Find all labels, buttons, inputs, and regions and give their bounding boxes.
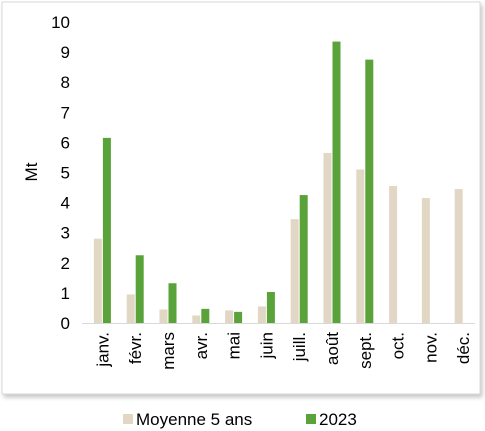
x-tick-label: sept.	[356, 332, 375, 369]
bar-series-2023-3	[201, 308, 210, 323]
x-tick-label: août	[323, 332, 342, 365]
x-tick-label: avr.	[192, 332, 211, 359]
bar-series-2023-2	[168, 283, 177, 323]
y-tick-label: 7	[61, 103, 70, 122]
y-tick-label: 3	[61, 224, 70, 243]
bar-moyenne-5-ans-7	[323, 152, 332, 323]
bar-series-2023-8	[365, 59, 374, 323]
bar-series-2023-6	[299, 195, 308, 323]
y-axis-title: Mt	[22, 162, 41, 181]
legend-swatch	[123, 414, 133, 424]
x-tick-label: juin	[257, 332, 276, 359]
bar-moyenne-5-ans-2	[159, 309, 168, 323]
bar-moyenne-5-ans-6	[290, 219, 299, 323]
y-tick-label: 1	[61, 284, 70, 303]
bar-series-2023-0	[102, 137, 111, 323]
bar-moyenne-5-ans-5	[257, 306, 266, 323]
bar-moyenne-5-ans-11	[454, 189, 463, 323]
bar-moyenne-5-ans-1	[126, 294, 135, 323]
x-tick-label: févr.	[126, 332, 145, 364]
bar-moyenne-5-ans-10	[421, 198, 430, 323]
bar-moyenne-5-ans-3	[192, 315, 201, 323]
x-tick-label: janv.	[93, 332, 112, 368]
y-tick-label: 0	[61, 314, 70, 333]
bar-series-2023-5	[266, 291, 275, 323]
bar-series-2023-4	[234, 311, 243, 323]
legend-label: 2023	[319, 410, 357, 429]
bar-moyenne-5-ans-8	[356, 169, 365, 323]
y-tick-label: 9	[61, 43, 70, 62]
y-tick-label: 5	[61, 164, 70, 183]
bar-series-2023-1	[135, 255, 144, 323]
bar-moyenne-5-ans-0	[93, 238, 102, 323]
plot-frame	[1, 1, 481, 395]
x-tick-label: mars	[159, 332, 178, 370]
y-tick-label: 6	[61, 133, 70, 152]
legend: Moyenne 5 ans 2023	[123, 410, 357, 429]
legend-swatch	[306, 414, 316, 424]
y-tick-label: 2	[61, 254, 70, 273]
bar-series-2023-7	[332, 41, 341, 323]
y-tick-label: 4	[61, 194, 70, 213]
legend-label: Moyenne 5 ans	[136, 410, 252, 429]
x-tick-label: déc.	[454, 332, 473, 364]
x-tick-label: mai	[225, 332, 244, 359]
x-tick-label: juill.	[290, 332, 309, 362]
x-tick-label: nov.	[421, 332, 440, 363]
y-tick-label: 8	[61, 73, 70, 92]
x-tick-label: oct.	[389, 332, 408, 359]
bar-moyenne-5-ans-4	[225, 310, 234, 323]
y-tick-label: 10	[51, 13, 70, 32]
bar-moyenne-5-ans-9	[389, 186, 398, 323]
